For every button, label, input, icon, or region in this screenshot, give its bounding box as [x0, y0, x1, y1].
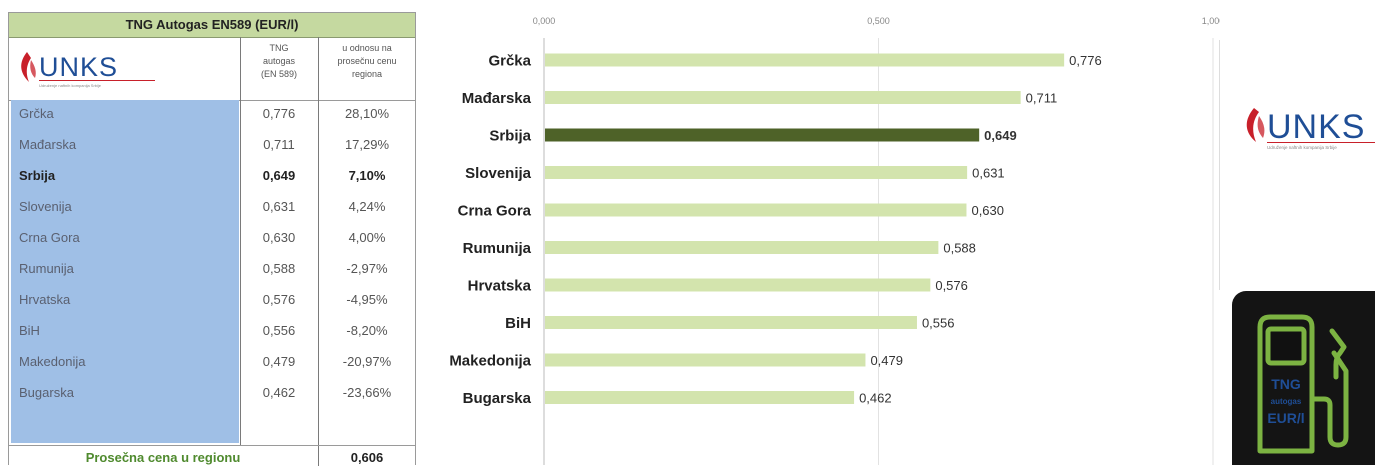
price-table: TNG Autogas EN589 (EUR/l) UNKS Udruženje…: [8, 12, 416, 467]
column-divider: [240, 37, 241, 445]
table-body: Grčka 0,776 28,10% Mađarska 0,711 17,29% Srb…: [9, 100, 415, 410]
plot-border: [1219, 40, 1220, 290]
table-title: TNG Autogas EN589 (EUR/l): [9, 13, 415, 38]
value-label: 0,776: [1069, 53, 1102, 68]
table-row: Grčka 0,776 28,10%: [9, 100, 415, 131]
unks-logo-large: UNKS Udruženje naftnih kompanija Srbije: [1242, 96, 1375, 161]
x-tick-label: 1,000: [1202, 16, 1220, 26]
bar: [545, 353, 866, 367]
value-label: 0,631: [972, 166, 1005, 181]
category-label: Crna Gora: [458, 203, 532, 220]
category-label: BiH: [505, 315, 531, 332]
table-row: Hrvatska 0,576 -4,95%: [9, 286, 415, 317]
table-row: Crna Gora 0,630 4,00%: [9, 224, 415, 255]
table-row: Makedonija 0,479 -20,97%: [9, 348, 415, 379]
category-label: Makedonija: [449, 353, 531, 370]
table-row-highlight: Srbija 0,649 7,10%: [9, 162, 415, 193]
flame-icon: [21, 52, 36, 82]
logo-subtitle: Udruženje naftnih kompanija Srbije: [1267, 145, 1337, 150]
country-column-fill: [11, 410, 239, 443]
category-label: Hrvatska: [468, 278, 532, 295]
pump-label-line2: autogas: [1271, 397, 1302, 406]
bar: [545, 53, 1065, 67]
category-label: Slovenija: [465, 165, 532, 182]
bar: [545, 278, 931, 292]
category-label: Grčka: [488, 53, 531, 70]
bar: [545, 391, 855, 404]
logo-subtitle: Udruženje naftnih kompanija Srbije: [39, 83, 102, 88]
logo-wordmark: UNKS: [1267, 108, 1365, 146]
unks-logo: UNKS Udruženje naftnih kompanija Srbije: [17, 48, 167, 93]
table-row: BiH 0,556 -8,20%: [9, 317, 415, 348]
category-label: Mađarska: [462, 90, 532, 107]
category-label: Srbija: [489, 128, 531, 145]
average-label: Prosečna cena u regionu: [85, 450, 241, 465]
value-label: 0,588: [943, 241, 976, 256]
diff-column-header: u odnosu na prosečnu cenu regiona: [337, 43, 397, 79]
x-tick-label: 0,000: [533, 16, 556, 26]
bar: [545, 128, 980, 142]
pump-label-line1: TNG: [1271, 376, 1301, 392]
column-divider: [318, 37, 319, 466]
table-row: Bugarska 0,462 -23,66%: [9, 379, 415, 410]
bar: [545, 166, 968, 179]
value-label: 0,479: [870, 353, 903, 368]
logo-wordmark: UNKS: [39, 52, 118, 82]
price-bar-chart: 0,000 0,500 1,000 Grčka 0,776 Mađarska 0,711 Sr…: [449, 16, 1220, 465]
bar: [545, 203, 967, 217]
value-label: 0,462: [859, 391, 892, 406]
category-label: Bugarska: [463, 390, 532, 407]
fuel-pump-icon: [1257, 314, 1349, 454]
table-row: Mađarska 0,711 17,29%: [9, 131, 415, 162]
flame-icon: [1246, 108, 1265, 142]
average-value: 0,606: [350, 450, 384, 465]
value-label: 0,630: [971, 203, 1004, 218]
bar: [545, 91, 1021, 104]
fuel-pump-badge: TNG autogas EUR/l: [1232, 291, 1375, 465]
table-row: Slovenija 0,631 4,24%: [9, 193, 415, 224]
value-label: 0,711: [1026, 91, 1058, 106]
value-label: 0,576: [935, 278, 968, 293]
bar: [545, 241, 939, 254]
value-label: 0,556: [922, 316, 955, 331]
table-footer: Prosečna cena u regionu 0,606: [9, 445, 415, 467]
bar: [545, 316, 917, 329]
price-column-header: TNG autogas (EN 589): [260, 43, 297, 79]
pump-label-line3: EUR/l: [1267, 410, 1304, 426]
value-label: 0,649: [984, 128, 1017, 143]
table-row: Rumunija 0,588 -2,97%: [9, 255, 415, 286]
x-tick-label: 0,500: [867, 16, 890, 26]
category-label: Rumunija: [463, 240, 532, 257]
table-header: UNKS Udruženje naftnih kompanija Srbije …: [9, 38, 415, 101]
